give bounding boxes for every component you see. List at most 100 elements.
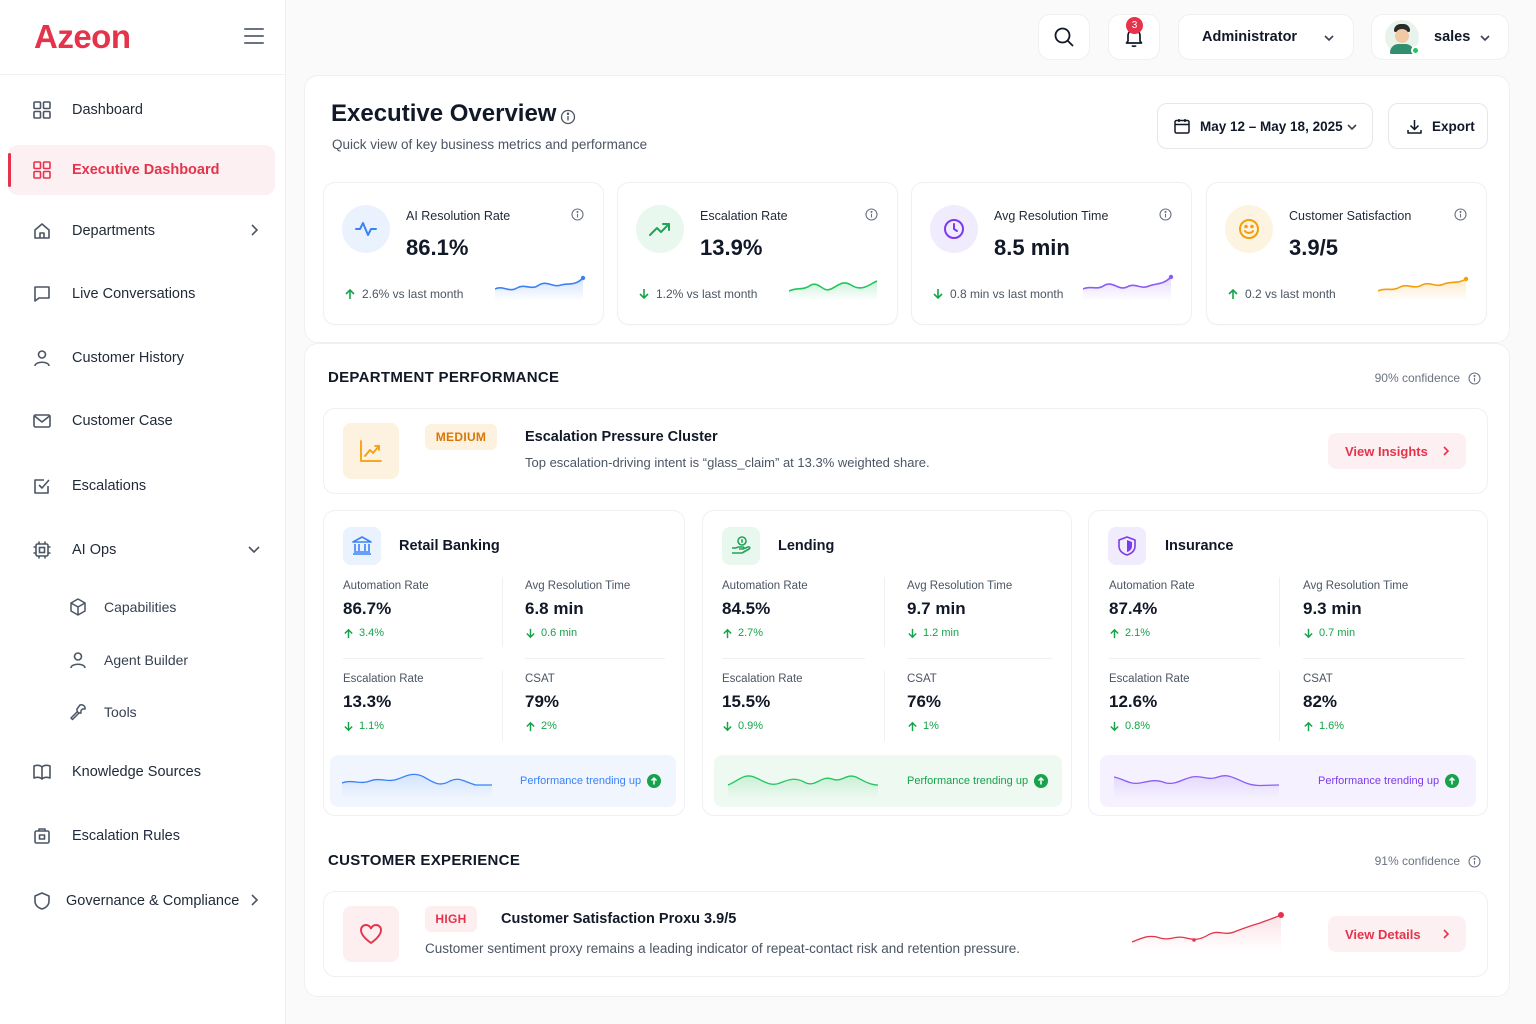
info-icon[interactable] xyxy=(1159,208,1172,221)
sidebar-item-label: Escalations xyxy=(72,478,147,494)
avatar xyxy=(1385,20,1420,55)
sidebar-item-label: Live Conversations xyxy=(72,286,196,302)
app-logo[interactable]: Azeon xyxy=(34,18,131,55)
date-range-label: May 12 – May 18, 2025 xyxy=(1200,118,1343,134)
info-icon[interactable] xyxy=(1454,208,1467,221)
smile-icon xyxy=(1239,219,1259,239)
trend-sparkline xyxy=(1114,775,1279,799)
sidebar-item-ai-ops[interactable]: AI Ops xyxy=(8,525,275,575)
sidebar-item-knowledge-sources[interactable]: Knowledge Sources xyxy=(8,747,275,797)
divider xyxy=(525,658,665,659)
chevron-right-icon xyxy=(251,224,259,236)
dept-name: Insurance xyxy=(1165,538,1234,554)
mail-icon xyxy=(33,414,51,428)
department-card-insurance[interactable]: Insurance Automation Rate 87.4% 2.1% Avg… xyxy=(1088,510,1488,816)
sidebar-item-customer-case[interactable]: Customer Case xyxy=(8,396,275,446)
section-heading-department-performance: DEPARTMENT PERFORMANCE xyxy=(328,369,560,386)
arrow-up-icon xyxy=(345,288,355,299)
metric-avg-resolution-time: Avg Resolution Time 9.3 min 0.7 min xyxy=(1303,580,1409,639)
arrow-up-circle-icon xyxy=(1445,774,1460,788)
insight-alert-escalation: MEDIUM Escalation Pressure Cluster Top e… xyxy=(323,408,1488,494)
trend-sparkline xyxy=(342,773,492,799)
metric-automation-rate: Automation Rate 86.7% 3.4% xyxy=(343,580,429,639)
divider xyxy=(1109,658,1261,659)
sidebar-item-label: Governance & Compliance xyxy=(66,893,240,909)
sidebar-item-escalations[interactable]: Escalations xyxy=(8,461,275,511)
kpi-delta: 1.2% vs last month xyxy=(638,287,757,301)
sidebar-item-label: Knowledge Sources xyxy=(72,764,201,780)
hand-coin-icon xyxy=(732,536,751,554)
view-insights-button[interactable]: View Insights xyxy=(1328,433,1466,469)
kpi-icon-wrap xyxy=(636,205,684,253)
info-icon[interactable] xyxy=(1468,371,1481,385)
department-card-lending[interactable]: Lending Automation Rate 84.5% 2.7% Avg R… xyxy=(702,510,1072,816)
export-label: Export xyxy=(1432,118,1475,134)
sidebar-item-escalation-rules[interactable]: Escalation Rules xyxy=(8,811,275,861)
sidebar-item-dashboard[interactable]: Dashboard xyxy=(8,85,275,135)
sidebar-item-label: Departments xyxy=(72,223,156,239)
kpi-value: 13.9% xyxy=(700,235,763,260)
sidebar: Azeon Dashboard Executive Dashboard Depa… xyxy=(0,0,286,1024)
kpi-icon-wrap xyxy=(930,205,978,253)
sidebar-item-label: Customer History xyxy=(72,350,184,366)
sidebar-item-governance-compliance[interactable]: Governance & Compliance xyxy=(8,876,275,926)
search-button[interactable] xyxy=(1038,14,1090,60)
sidebar-item-label: Dashboard xyxy=(72,102,143,118)
view-details-button[interactable]: View Details xyxy=(1328,916,1466,952)
arrow-down-icon xyxy=(1110,721,1119,731)
alert-icon-wrap xyxy=(343,423,399,479)
info-icon[interactable] xyxy=(571,208,584,221)
chart-trend-icon xyxy=(360,440,382,462)
sidebar-item-customer-history[interactable]: Customer History xyxy=(8,333,275,383)
dept-name: Lending xyxy=(778,538,835,554)
sidebar-item-label: Capabilities xyxy=(104,599,177,615)
notifications-button[interactable]: 3 xyxy=(1108,14,1160,60)
sidebar-item-live-conversations[interactable]: Live Conversations xyxy=(8,269,275,319)
wrench-icon xyxy=(70,704,86,721)
arrow-up-icon xyxy=(1228,288,1238,299)
kpi-card-avg-resolution-time[interactable]: Avg Resolution Time 8.5 min 0.8 min vs l… xyxy=(911,182,1192,325)
kpi-sparkline xyxy=(495,275,586,301)
chevron-down-icon xyxy=(1480,35,1490,42)
sidebar-item-departments[interactable]: Departments xyxy=(8,206,275,256)
divider xyxy=(1279,577,1280,647)
severity-badge: MEDIUM xyxy=(425,424,497,450)
kpi-card-ai-resolution[interactable]: AI Resolution Rate 86.1% 2.6% vs last mo… xyxy=(323,182,604,325)
user-name: sales xyxy=(1434,29,1471,45)
export-button[interactable]: Export xyxy=(1388,103,1488,149)
info-icon[interactable] xyxy=(1468,854,1481,868)
sidebar-subitem-tools[interactable]: Tools xyxy=(40,692,270,732)
alert-description: Top escalation-driving intent is “glass_… xyxy=(525,455,930,470)
notification-badge: 3 xyxy=(1126,17,1143,34)
sidebar-subitem-capabilities[interactable]: Capabilities xyxy=(40,587,270,627)
grid-icon xyxy=(33,101,51,119)
trend-strip: Performance trending up xyxy=(714,755,1062,807)
kpi-sparkline xyxy=(1083,274,1174,301)
shield-icon xyxy=(1118,536,1136,556)
sidebar-item-executive-dashboard[interactable]: Executive Dashboard xyxy=(8,145,275,195)
user-menu[interactable]: sales xyxy=(1371,14,1509,60)
role-selector[interactable]: Administrator xyxy=(1178,14,1354,60)
metric-avg-resolution-time: Avg Resolution Time 6.8 min 0.6 min xyxy=(525,580,631,639)
kpi-icon-wrap xyxy=(1225,205,1273,253)
arrow-up-circle-icon xyxy=(647,774,662,788)
date-range-picker[interactable]: May 12 – May 18, 2025 xyxy=(1157,103,1373,149)
metric-csat: CSAT 79% 2% xyxy=(525,673,560,732)
chevron-down-icon xyxy=(1324,35,1334,42)
trend-strip: Performance trending up xyxy=(330,755,676,807)
kpi-label: Avg Resolution Time xyxy=(994,209,1109,223)
kpi-card-escalation-rate[interactable]: Escalation Rate 13.9% 1.2% vs last month xyxy=(617,182,898,325)
metric-escalation-rate: Escalation Rate 15.5% 0.9% xyxy=(722,673,803,732)
kpi-card-customer-satisfaction[interactable]: Customer Satisfaction 3.9/5 0.2 vs last … xyxy=(1206,182,1487,325)
divider xyxy=(343,658,483,659)
sidebar-subitem-agent-builder[interactable]: Agent Builder xyxy=(40,640,270,680)
arrow-up-circle-icon xyxy=(1034,774,1049,788)
trending-up-icon xyxy=(649,223,670,236)
info-icon[interactable] xyxy=(865,208,878,221)
menu-toggle-icon[interactable] xyxy=(244,28,264,46)
kpi-value: 3.9/5 xyxy=(1289,235,1338,260)
department-card-retail-banking[interactable]: Retail Banking Automation Rate 86.7% 3.4… xyxy=(323,510,685,816)
info-icon[interactable] xyxy=(560,109,576,125)
arrow-down-icon xyxy=(1304,628,1313,638)
sidebar-item-label: Executive Dashboard xyxy=(72,162,220,178)
